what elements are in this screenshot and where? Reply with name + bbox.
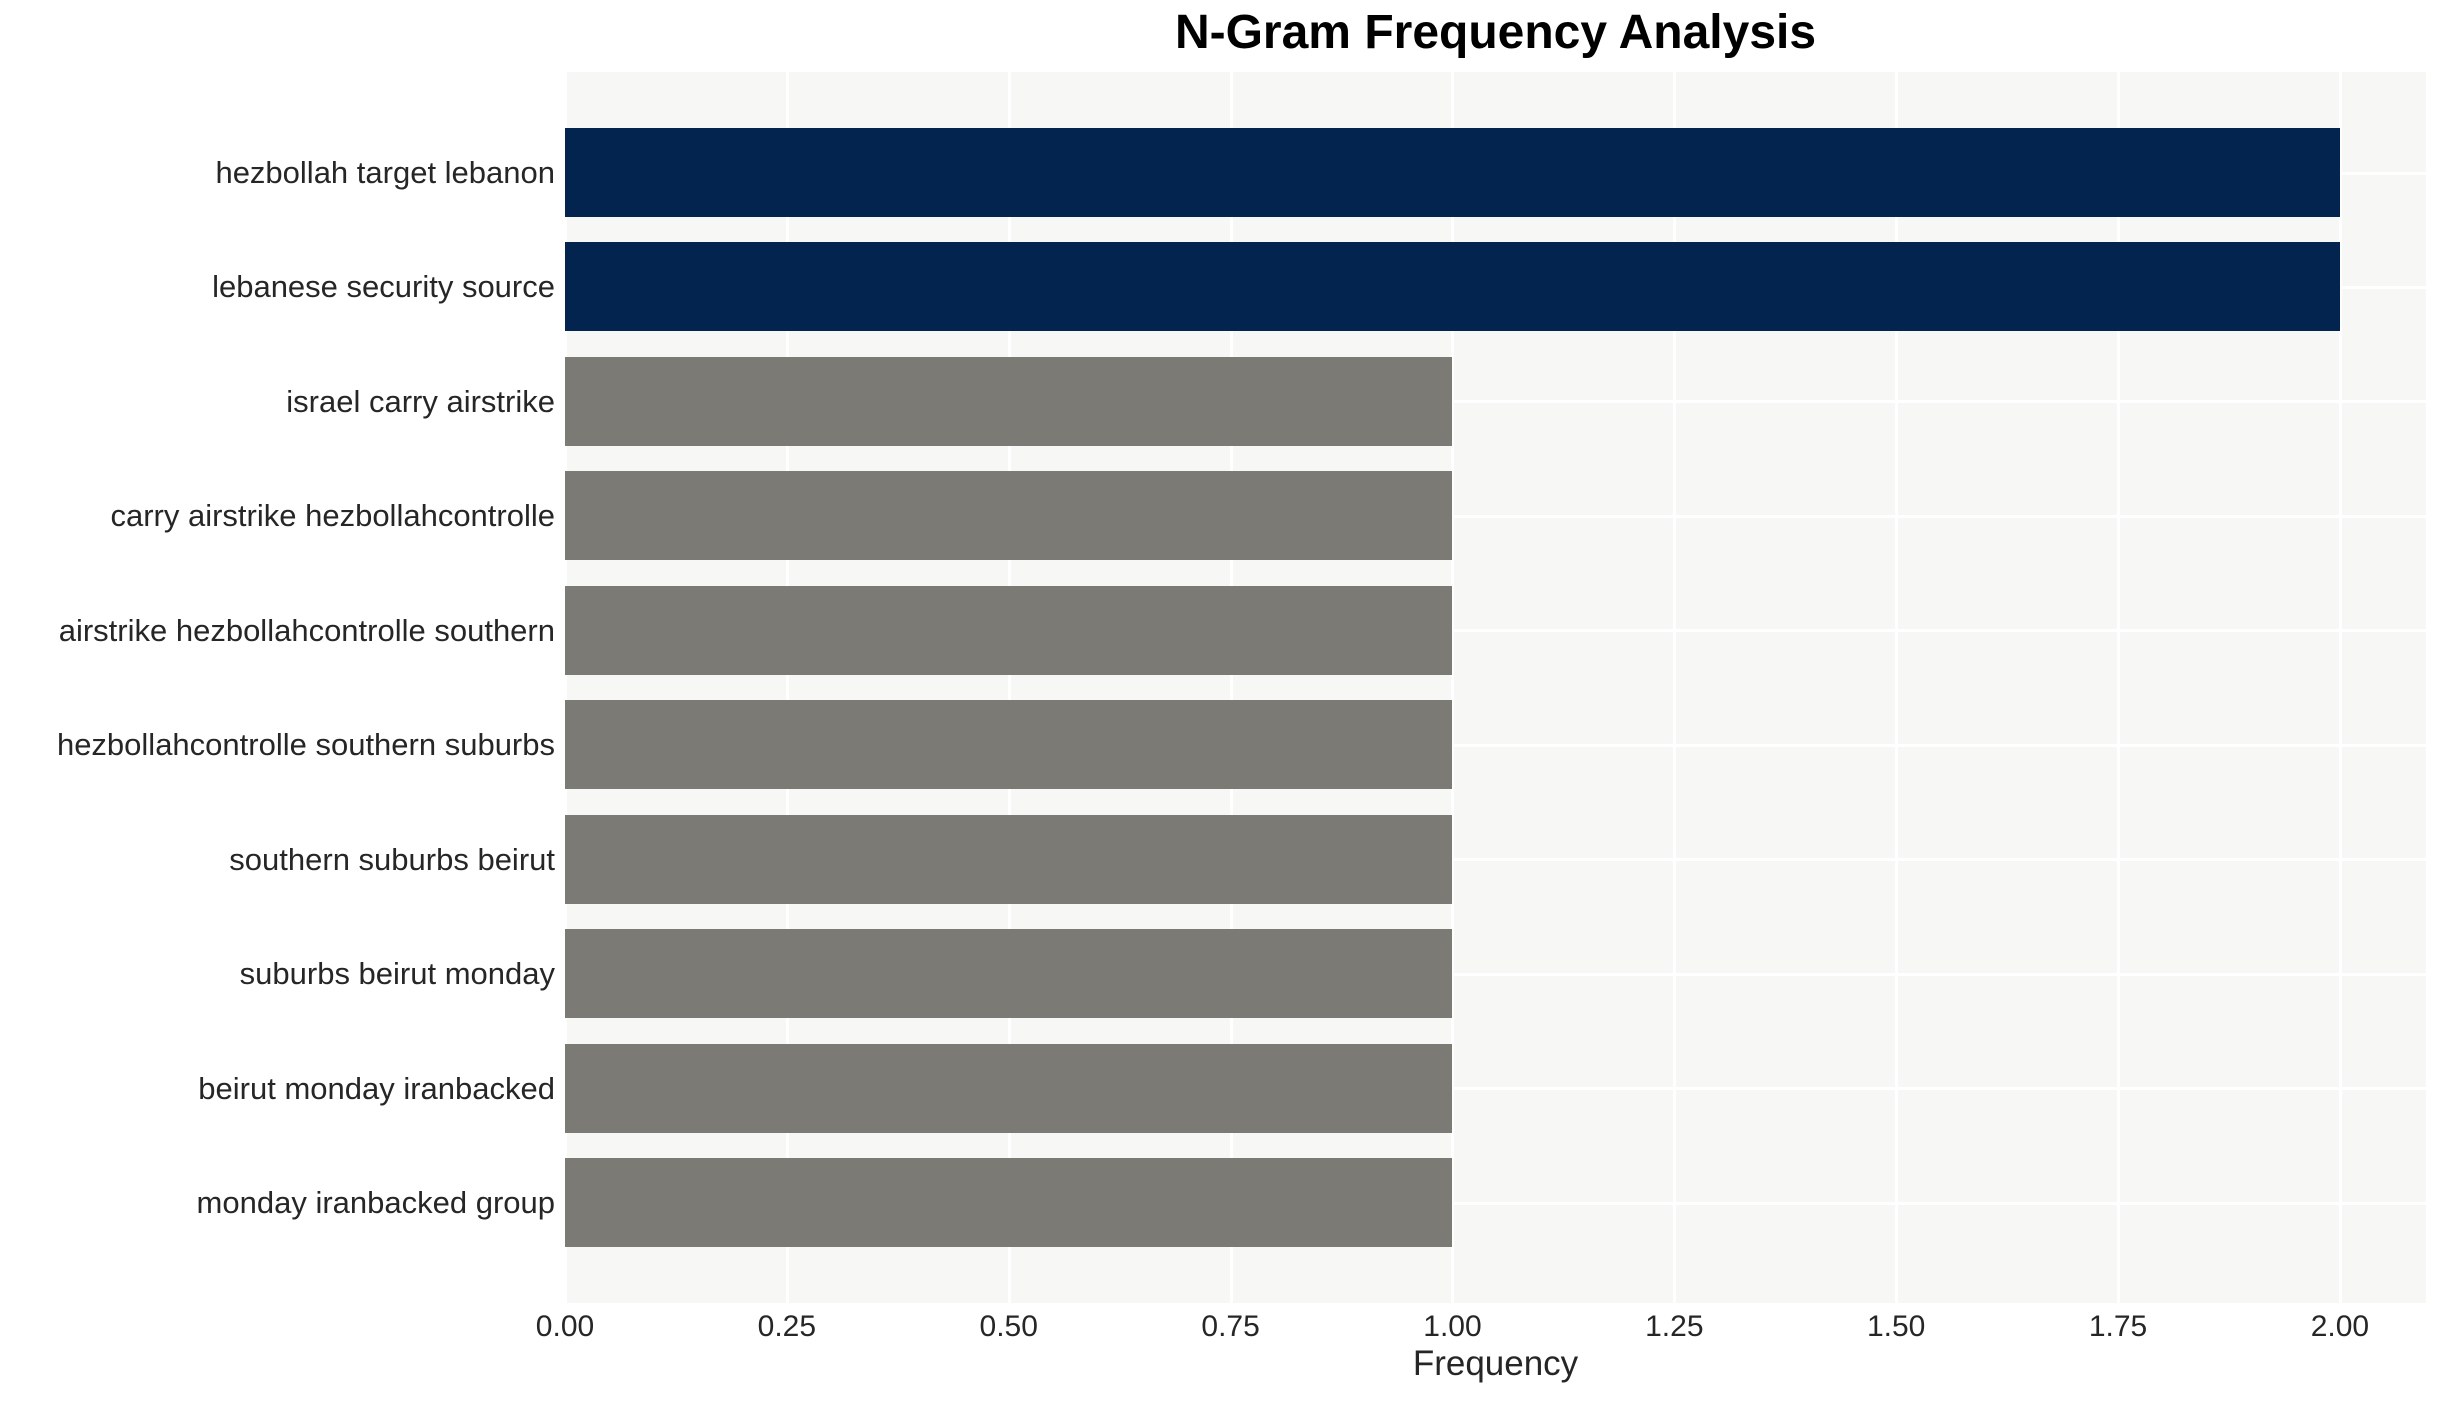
bar: [565, 242, 2340, 332]
bar: [565, 585, 1453, 675]
gridline-vertical: [785, 72, 789, 1303]
gridline-horizontal: [565, 514, 2426, 518]
y-tick-label: airstrike hezbollahcontrolle southern: [58, 612, 555, 648]
gridline-horizontal: [565, 1201, 2426, 1205]
y-tick-label: southern suburbs beirut: [229, 841, 555, 877]
y-tick-label: hezbollahcontrolle southern suburbs: [56, 727, 555, 763]
chart-title: N-Gram Frequency Analysis: [1174, 6, 1817, 59]
bar: [565, 700, 1453, 790]
y-tick-label: hezbollah target lebanon: [215, 155, 555, 190]
y-tick-label: monday iranbacked group: [196, 1185, 555, 1220]
x-tick-label: 0.25: [757, 1310, 817, 1343]
y-tick-label: beirut monday iranbacked: [198, 1070, 555, 1106]
gridline-horizontal: [565, 743, 2426, 747]
bar: [565, 128, 2340, 217]
gridline-vertical: [1895, 72, 1899, 1303]
x-tick-label: 1.50: [1866, 1310, 1926, 1343]
gridline-vertical: [2117, 72, 2121, 1303]
bar: [565, 1158, 1453, 1247]
bar: [565, 356, 1453, 446]
gridline-vertical: [1229, 72, 1233, 1303]
x-tick-label: 1.25: [1645, 1310, 1704, 1343]
x-tick-label: 0.00: [535, 1310, 595, 1343]
x-tick-label: 1.75: [2088, 1310, 2148, 1343]
x-tick-label: 0.50: [979, 1310, 1038, 1343]
x-axis-title: Frequency: [1412, 1344, 1579, 1383]
x-tick-label: 2.00: [2310, 1310, 2370, 1343]
gridline-vertical: [565, 72, 567, 1303]
gridline-vertical: [1451, 72, 1455, 1303]
x-tick-label: 0.75: [1201, 1310, 1260, 1343]
x-tick-label: 1.00: [1423, 1310, 1482, 1343]
y-tick-label: carry airstrike hezbollahcontrolle: [110, 498, 555, 534]
gridline-horizontal: [565, 629, 2426, 633]
gridline-vertical: [2338, 72, 2342, 1303]
bar: [565, 1043, 1453, 1133]
gridline-vertical: [1007, 72, 1011, 1303]
bar: [565, 929, 1453, 1019]
gridline-horizontal: [565, 858, 2426, 862]
y-tick-label: israel carry airstrike: [286, 383, 555, 419]
y-tick-label: suburbs beirut monday: [239, 956, 555, 992]
gridline-horizontal: [565, 972, 2426, 976]
bar: [565, 814, 1453, 904]
y-tick-label: lebanese security source: [212, 269, 555, 305]
gridline-vertical: [1673, 72, 1677, 1303]
plot-area: [565, 72, 2426, 1303]
gridline-horizontal: [565, 1087, 2426, 1091]
bar: [565, 471, 1453, 561]
gridline-horizontal: [565, 400, 2426, 404]
